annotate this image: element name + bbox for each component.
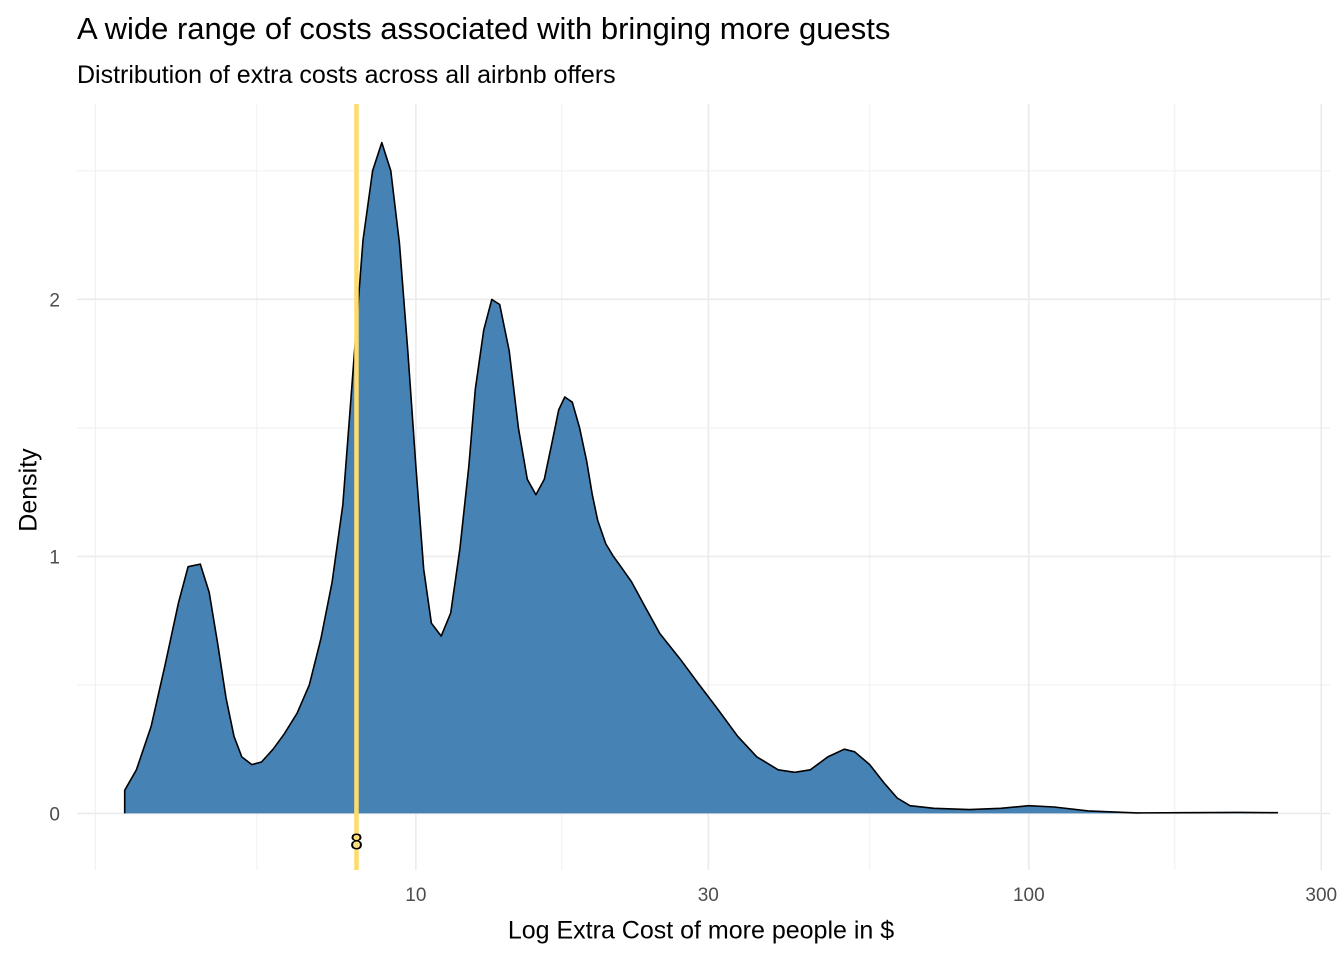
- density-fill: [124, 142, 1279, 814]
- y-tick-label: 1: [49, 547, 60, 568]
- x-tick-label: 300: [1305, 885, 1337, 906]
- reference-line-label: 8: [350, 828, 363, 854]
- chart-subtitle: Distribution of extra costs across all a…: [77, 61, 616, 89]
- x-tick-label: 30: [698, 885, 719, 906]
- x-tick-labels: 10 30 100 300: [405, 885, 1337, 906]
- minor-gridlines: [77, 104, 1330, 870]
- density-area: [123, 141, 1279, 814]
- x-tick-label: 10: [405, 885, 426, 906]
- y-tick-label: 0: [49, 804, 60, 825]
- x-tick-label: 100: [1013, 885, 1045, 906]
- reference-line-group: 8: [350, 104, 363, 870]
- y-tick-label: 2: [49, 290, 60, 311]
- x-axis-label: Log Extra Cost of more people in $: [507, 916, 895, 945]
- density-outline: [123, 141, 1279, 814]
- chart-title: A wide range of costs associated with br…: [77, 11, 891, 46]
- y-tick-labels: 0 1 2: [49, 290, 60, 825]
